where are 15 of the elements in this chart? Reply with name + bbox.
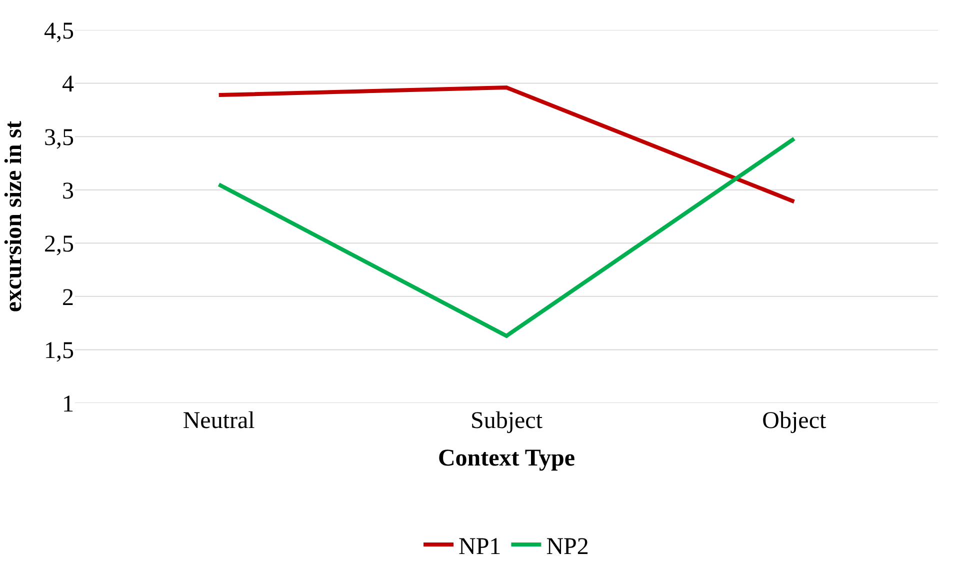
x-axis-title: Context Type <box>438 445 576 472</box>
x-tick-label: Object <box>762 408 826 434</box>
legend-label: NP2 <box>546 534 589 560</box>
y-tick-label: 4 <box>62 72 74 98</box>
x-tick-label: Subject <box>470 408 543 434</box>
y-tick-label: 1,5 <box>44 338 74 364</box>
y-tick-label: 3 <box>62 178 74 204</box>
legend-label: NP1 <box>458 534 502 560</box>
y-tick-label: 2 <box>62 284 74 311</box>
x-tick-label: Neutral <box>182 408 256 434</box>
y-tick-label: 3,5 <box>44 124 74 151</box>
y-tick-label: 4,5 <box>44 18 74 44</box>
y-tick-label: 2,5 <box>44 232 74 258</box>
y-tick-label: 1 <box>62 391 74 418</box>
y-axis-title: excursion size in st <box>1 120 28 312</box>
